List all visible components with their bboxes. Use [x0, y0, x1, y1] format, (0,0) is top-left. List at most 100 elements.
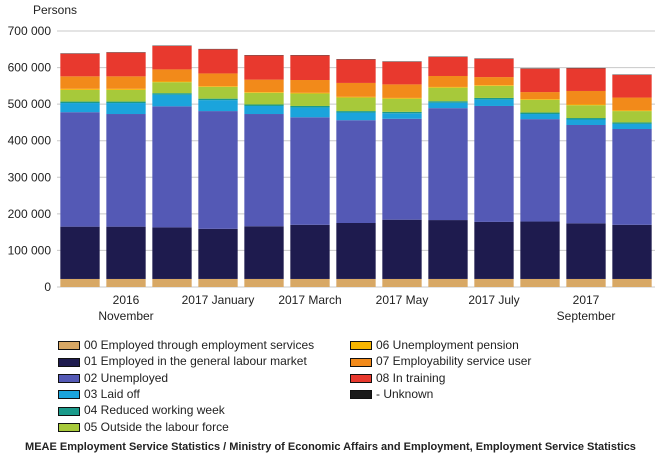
bar-segment — [336, 278, 376, 287]
bar-segment — [474, 85, 514, 86]
bar-segment — [428, 56, 468, 76]
bar-segment — [428, 220, 468, 279]
legend-label: 02 Unemployed — [84, 370, 169, 385]
bar-segment — [566, 124, 606, 224]
bar-stack — [60, 53, 100, 287]
bar-segment — [290, 80, 330, 93]
bar-segment — [336, 82, 376, 97]
legend-swatch — [58, 390, 80, 400]
bar-segment — [152, 82, 192, 94]
legend-swatch — [58, 422, 80, 432]
bar-stack — [428, 56, 468, 287]
y-tick-label: 700 000 — [8, 24, 52, 38]
bar-segment — [198, 111, 238, 229]
bar-segment — [60, 112, 100, 227]
legend-item: 03 Laid off — [58, 386, 140, 402]
bar-segment — [198, 100, 238, 112]
y-tick-label: 200 000 — [8, 207, 52, 221]
bar-segment — [198, 49, 238, 74]
legend-label: 06 Unemployment pension — [376, 338, 519, 352]
bar-segment — [290, 93, 330, 106]
bar-segment — [244, 55, 284, 80]
legend-swatch — [350, 390, 372, 400]
legend-swatch — [350, 373, 372, 383]
bar-segment — [198, 73, 238, 87]
bar-segment — [106, 103, 146, 115]
bar-segment — [290, 107, 330, 118]
bar-segment — [566, 105, 606, 119]
bar-segment — [106, 89, 146, 102]
x-tick-label-line2: November — [98, 309, 153, 323]
bar-segment — [290, 224, 330, 279]
bar-segment — [612, 97, 652, 111]
bar-segment — [244, 92, 284, 93]
legend-item: 08 In training — [350, 370, 445, 386]
bar-segment — [382, 84, 422, 98]
bar-segment — [428, 278, 468, 287]
bar-segment — [152, 278, 192, 287]
bar-segment — [520, 114, 560, 120]
bar-segment — [428, 87, 468, 102]
bar-segment — [474, 221, 514, 279]
bar-segment — [198, 228, 238, 279]
x-tick-label: 2016 — [113, 293, 140, 307]
bar-segment — [60, 88, 100, 90]
bar-segment — [106, 88, 146, 90]
bar-segment — [290, 92, 330, 94]
bar-segment — [520, 112, 560, 115]
bar-segment — [336, 120, 376, 223]
legend-item: 04 Reduced working week — [58, 402, 225, 418]
bar-segment — [520, 99, 560, 113]
bar-segment — [244, 105, 284, 115]
bar-segment — [612, 110, 652, 112]
legend-swatch — [58, 373, 80, 383]
x-ticks: 2016 November 2017 January 2017 March 2017 M… — [98, 293, 615, 323]
legend-label: 03 Laid off — [84, 386, 140, 401]
legend-swatch — [350, 357, 372, 367]
bar-segment — [106, 101, 146, 104]
bar-segment — [290, 278, 330, 287]
legend-label: 05 Outside the labour force — [84, 419, 229, 434]
bar-segment — [382, 113, 422, 119]
y-tick-label: 100 000 — [8, 243, 52, 257]
bar-segment — [290, 55, 330, 80]
legend-item: - Unknown — [350, 386, 433, 402]
bar-segment — [198, 278, 238, 287]
source-note: MEAE Employment Service Statistics / Min… — [25, 441, 636, 453]
bar-segment — [106, 114, 146, 227]
bar-segment — [152, 69, 192, 82]
bar-segment — [244, 114, 284, 227]
legend-swatch — [58, 341, 80, 351]
bar-segment — [106, 76, 146, 89]
bar-segment — [152, 106, 192, 228]
bar-segment — [428, 101, 468, 103]
legend-label: - Unknown — [376, 386, 434, 401]
legend-label: 01 Employed in the general labour market — [84, 354, 307, 369]
legend-label: 07 Employability service user — [376, 354, 532, 369]
bar-segment — [474, 97, 514, 100]
stacked-bar-chart: Persons 0 100 000 200 000 300 000 400 000 500… — [8, 3, 655, 323]
bar-segment — [152, 93, 192, 95]
bar-stack — [198, 48, 238, 287]
bar-segment — [244, 92, 284, 105]
bar-segment — [474, 77, 514, 86]
legend-label: 08 In training — [376, 370, 446, 385]
bar-segment — [198, 98, 238, 101]
x-tick-label: 2017 May — [376, 293, 429, 307]
bar-segment — [612, 123, 652, 130]
bar-segment — [520, 68, 560, 93]
bar-segment — [60, 89, 100, 102]
bar-segment — [428, 86, 468, 88]
x-tick-label-line2: September — [557, 309, 616, 323]
bar-segment — [244, 278, 284, 287]
legend-item: 05 Outside the labour force — [58, 419, 229, 435]
bar-segment — [382, 98, 422, 112]
bar-segment — [566, 90, 606, 105]
bar-segment — [152, 227, 192, 279]
bar-stack — [382, 61, 422, 287]
bar-segment — [60, 103, 100, 113]
bar-segment — [106, 52, 146, 77]
bar-segment — [612, 224, 652, 279]
y-tick-label: 0 — [44, 280, 51, 294]
y-tick-label: 600 000 — [8, 61, 52, 75]
